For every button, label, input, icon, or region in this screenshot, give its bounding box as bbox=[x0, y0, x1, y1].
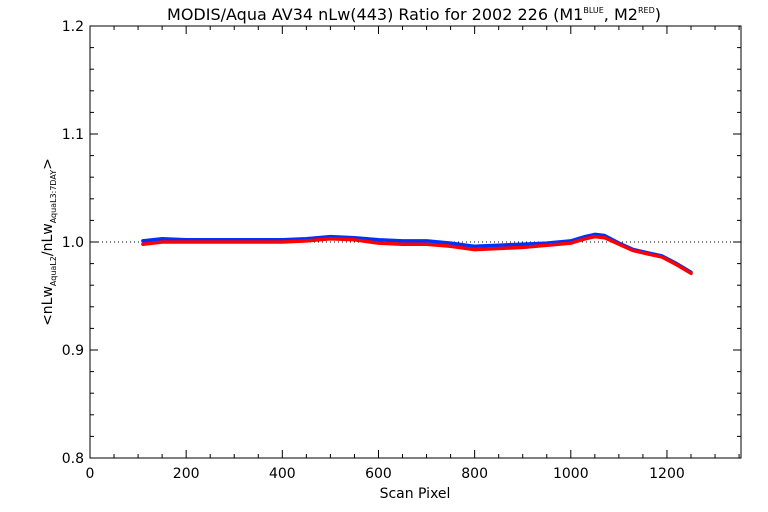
x-tick-label: 800 bbox=[461, 466, 488, 482]
y-axis-label-part2: /nLw bbox=[40, 223, 56, 256]
chart-title: MODIS/Aqua AV34 nLw(443) Ratio for 2002 … bbox=[167, 5, 661, 24]
y-axis-label-sub1: AquaL2 bbox=[49, 256, 58, 286]
chart-title-sup-blue: BLUE bbox=[583, 6, 603, 15]
y-tick-label: 1.2 bbox=[62, 19, 84, 35]
series-layer bbox=[141, 232, 693, 276]
y-axis-label: <nLwAquaL2/nLwAquaL3:7DAY> bbox=[40, 158, 58, 326]
y-tick-label: 1.0 bbox=[62, 235, 84, 251]
chart-title-mid: , M2 bbox=[604, 5, 638, 24]
chart-title-end: ) bbox=[655, 5, 661, 24]
y-tick-label: 0.9 bbox=[62, 343, 84, 359]
x-axis-label: Scan Pixel bbox=[380, 486, 451, 502]
y-tick-label: 0.8 bbox=[62, 451, 84, 467]
x-tick-label: 600 bbox=[365, 466, 392, 482]
x-tick-label: 0 bbox=[86, 466, 95, 482]
y-tick-label: 1.1 bbox=[62, 127, 84, 143]
chart-title-main: MODIS/Aqua AV34 nLw(443) Ratio for 2002 … bbox=[167, 5, 583, 24]
x-tick-label: 1000 bbox=[553, 466, 589, 482]
y-axis-label-sub2: AquaL3:7DAY bbox=[49, 170, 58, 224]
series-line-2 bbox=[141, 234, 693, 276]
x-tick-label: 1200 bbox=[649, 466, 685, 482]
tick-layer: 0 200 400 600 800 1000 1200 0.8 0.9 1.0 1.1 1.2 bbox=[62, 19, 741, 482]
chart-title-sup-red: RED bbox=[638, 6, 655, 15]
x-tick-label: 400 bbox=[269, 466, 296, 482]
y-axis-label-part3: > bbox=[40, 158, 56, 170]
x-tick-label: 200 bbox=[173, 466, 200, 482]
y-axis-label-part1: <nLw bbox=[40, 286, 56, 326]
